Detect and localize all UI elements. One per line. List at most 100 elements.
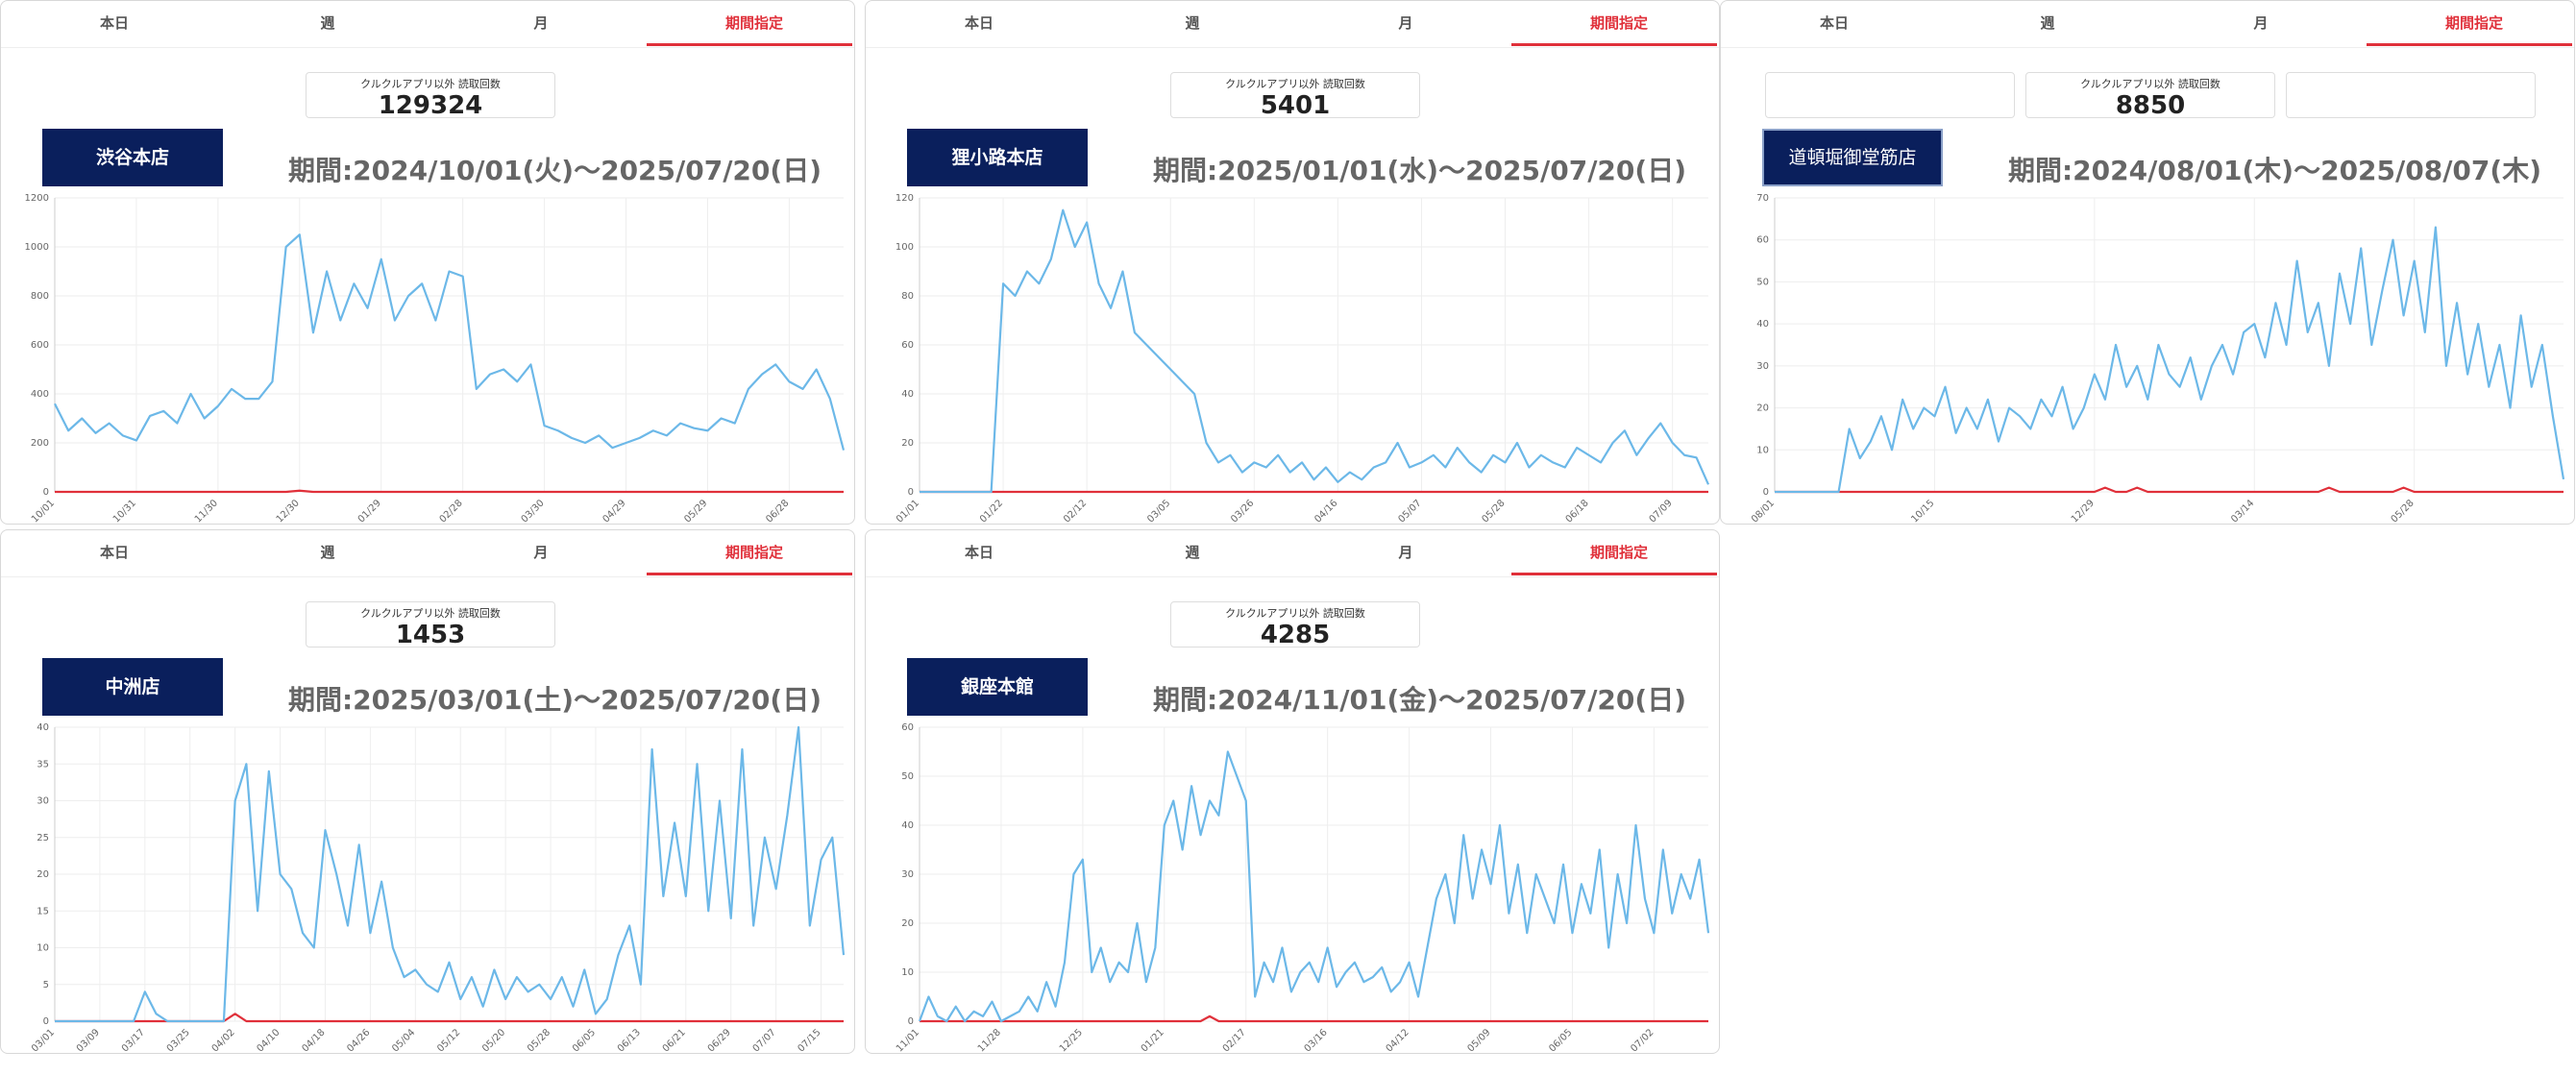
x-tick-label: 06/13: [616, 1027, 643, 1054]
y-tick-label: 25: [37, 833, 49, 843]
count-label: クルクルアプリ以外 読取回数: [360, 78, 501, 90]
data-line: [55, 489, 844, 494]
tab[interactable]: 月: [1398, 14, 1413, 32]
panel: 本日 週 月 期間指定 クルクルアプリ以外 読取回数 5401 狸小路本店 期間:2025/0…: [865, 0, 1720, 525]
count-label: クルクルアプリ以外 読取回数: [1225, 607, 1365, 620]
y-tick-label: 40: [1756, 319, 1769, 330]
count-value: 129324: [378, 91, 483, 120]
tab[interactable]: 本日: [964, 544, 994, 561]
tab[interactable]: 本日: [99, 14, 129, 32]
y-tick-label: 80: [901, 291, 914, 302]
count-box: クルクルアプリ以外 読取回数 4285: [1170, 601, 1420, 649]
x-tick-label: 04/29: [601, 498, 627, 525]
x-tick-label: 06/29: [706, 1027, 733, 1054]
tab[interactable]: 本日: [964, 14, 994, 32]
tab[interactable]: 週: [1185, 544, 1200, 561]
x-tick-label: 03/09: [75, 1027, 102, 1054]
panel: 本日 週 月 期間指定 クルクルアプリ以外 読取回数 4285 銀座本館 期間:2024/11…: [865, 529, 1720, 1054]
y-tick-label: 60: [901, 722, 914, 733]
data-line: [920, 208, 1710, 494]
x-tick-label: 11/28: [976, 1027, 1003, 1054]
x-tick-label: 01/21: [1140, 1027, 1166, 1054]
tab[interactable]: 週: [2040, 14, 2055, 32]
period-text: 期間:2025/03/01(土)〜2025/07/20(日): [287, 684, 822, 716]
x-tick-label: 03/05: [1145, 498, 1172, 525]
x-tick-label: 05/29: [682, 498, 709, 525]
line-chart: 0 200 400 600 800 1000 1200 10/01 10/31 11/30 12/3…: [25, 193, 846, 525]
tab[interactable]: 週: [1185, 14, 1200, 32]
x-tick-label: 05/28: [1480, 498, 1507, 525]
tab[interactable]: 期間指定: [724, 544, 783, 561]
y-tick-label: 120: [895, 193, 914, 204]
x-tick-label: 05/07: [1396, 498, 1423, 525]
x-tick-label: 10/01: [30, 498, 57, 525]
x-tick-label: 10/31: [111, 498, 138, 525]
x-tick-label: 05/12: [435, 1027, 462, 1054]
tab[interactable]: 期間指定: [1589, 14, 1648, 32]
x-tick-label: 08/01: [1750, 498, 1777, 525]
count-value: 4285: [1260, 621, 1331, 649]
x-tick-label: 04/18: [300, 1027, 327, 1054]
data-line: [1775, 486, 2564, 494]
period-text: 期間:2024/11/01(金)〜2025/07/20(日): [1152, 684, 1686, 716]
x-tick-label: 03/01: [30, 1027, 57, 1054]
store-label: 道頓堀御堂筋店: [1762, 129, 1943, 186]
tab-underline: [647, 43, 852, 46]
tab[interactable]: 本日: [99, 544, 129, 561]
tab[interactable]: 期間指定: [724, 14, 783, 32]
x-tick-label: 03/14: [2229, 498, 2256, 525]
x-tick-label: 05/28: [526, 1027, 552, 1054]
y-tick-label: 1200: [25, 193, 49, 204]
x-tick-label: 04/12: [1385, 1027, 1411, 1054]
panel: 本日 週 月 期間指定 クルクルアプリ以外 読取回数 129324 渋谷本店 期間:2024/…: [0, 0, 855, 525]
tab[interactable]: 週: [320, 14, 335, 32]
x-tick-label: 04/16: [1313, 498, 1339, 525]
tab[interactable]: 期間指定: [2444, 14, 2503, 32]
tab-underline: [647, 573, 852, 575]
x-tick-label: 04/26: [345, 1027, 372, 1054]
x-tick-label: 02/12: [1062, 498, 1089, 525]
tab[interactable]: 月: [533, 14, 549, 32]
data-line: [920, 1014, 1708, 1023]
tab-bar: 本日 週 月 期間指定: [866, 530, 1719, 577]
x-tick-label: 02/17: [1221, 1027, 1248, 1054]
y-tick-label: 800: [31, 291, 49, 302]
period-text: 期間:2024/08/01(木)〜2025/08/07(木): [2007, 155, 2541, 186]
x-tick-label: 02/28: [438, 498, 465, 525]
y-tick-label: 60: [1756, 235, 1769, 246]
y-tick-label: 0: [908, 487, 914, 498]
y-tick-label: 0: [1763, 487, 1769, 498]
y-tick-label: 60: [901, 340, 914, 351]
y-tick-label: 15: [37, 906, 49, 916]
tab[interactable]: 本日: [1819, 14, 1849, 32]
x-tick-label: 11/01: [895, 1027, 921, 1054]
y-tick-label: 100: [895, 242, 914, 253]
tab[interactable]: 月: [1398, 544, 1413, 561]
tab[interactable]: 期間指定: [1589, 544, 1648, 561]
store-label: 狸小路本店: [907, 129, 1088, 186]
y-tick-label: 40: [37, 722, 49, 733]
x-tick-label: 01/01: [895, 498, 921, 525]
tab[interactable]: 月: [2253, 14, 2269, 32]
tab[interactable]: 週: [320, 544, 335, 561]
y-tick-label: 30: [37, 796, 49, 807]
empty-box: [2286, 72, 2536, 118]
tab-bar: 本日 週 月 期間指定: [866, 1, 1719, 48]
empty-box: [1765, 72, 2015, 118]
period-text: 期間:2024/10/01(火)〜2025/07/20(日): [287, 155, 822, 186]
y-tick-label: 10: [901, 967, 914, 978]
y-tick-label: 50: [901, 771, 914, 782]
tab-underline: [2367, 43, 2572, 46]
count-label: クルクルアプリ以外 読取回数: [2080, 78, 2220, 90]
line-chart: 0 20 40 60 80 100 120 01/01 01/22 02/12 03/05 03/26…: [895, 193, 1710, 525]
x-tick-label: 06/18: [1564, 498, 1591, 525]
x-tick-label: 06/05: [1547, 1027, 1574, 1054]
x-tick-label: 12/29: [2070, 498, 2097, 525]
x-tick-label: 03/17: [120, 1027, 147, 1054]
period-text: 期間:2025/01/01(水)〜2025/07/20(日): [1152, 155, 1686, 186]
y-tick-label: 5: [43, 980, 49, 990]
panel: 本日 週 月 期間指定 クルクルアプリ以外 読取回数 8850 道頓堀御堂筋店 期間:2024…: [1720, 0, 2575, 525]
tab[interactable]: 月: [533, 544, 549, 561]
x-tick-label: 05/09: [1465, 1027, 1492, 1054]
